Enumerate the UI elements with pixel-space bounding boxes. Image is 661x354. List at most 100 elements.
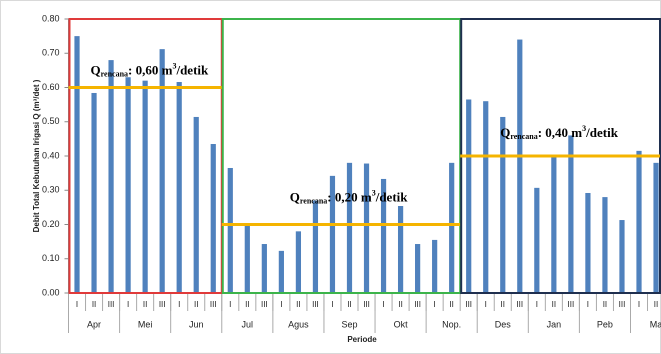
x-tick-label: III (261, 300, 268, 309)
month-label: Okt (394, 319, 409, 329)
x-tick-label: II (296, 300, 300, 309)
month-label: Jul (242, 319, 254, 329)
bar (466, 99, 472, 293)
bar (534, 187, 540, 293)
bar (312, 200, 319, 293)
period-box (68, 18, 223, 294)
bar (261, 244, 267, 293)
label-subscript: rencana (300, 196, 327, 205)
x-tick-label: I (485, 300, 487, 309)
x-tick-label: I (331, 300, 333, 309)
bar (432, 239, 438, 293)
y-tick-label: 0.60 (42, 82, 60, 92)
x-tick-label: III (414, 300, 421, 309)
x-tick-label: II (552, 300, 556, 309)
label-symbol: Q (290, 189, 300, 204)
x-tick-label: II (92, 300, 96, 309)
x-tick-label: III (516, 300, 523, 309)
month-label: Jun (189, 319, 204, 329)
bar (449, 162, 455, 293)
bar (397, 206, 404, 293)
x-tick-label: I (127, 300, 129, 309)
target-label: Qrencana: 0,60 m3/detik (91, 61, 210, 78)
x-tick-label: II (143, 300, 147, 309)
month-label: Sep (341, 319, 357, 329)
y-tick-label: 0.40 (42, 150, 60, 160)
month-label: Mei (138, 319, 153, 329)
bar (619, 220, 625, 293)
bar (551, 157, 557, 293)
x-tick-label: II (654, 300, 658, 309)
bar (329, 175, 336, 293)
label-unit: /detik (585, 125, 619, 140)
month-label: Apr (87, 319, 101, 329)
label-subscript: rencana (101, 69, 128, 78)
bar (91, 92, 97, 293)
x-tick-label: I (536, 300, 538, 309)
y-tick-label: 0.30 (42, 185, 60, 195)
bar (176, 82, 182, 294)
x-tick-label: III (568, 300, 575, 309)
y-tick-label: 0.10 (42, 253, 60, 263)
y-tick-label: 0.70 (42, 48, 60, 58)
label-text: : 0,20 m (327, 189, 372, 204)
label-symbol: Q (91, 62, 101, 77)
x-tick-label: III (312, 300, 319, 309)
label-unit: /detik (175, 62, 209, 77)
x-tick-label: III (363, 300, 370, 309)
month-label: Nop. (442, 319, 461, 329)
bar (74, 36, 80, 293)
label-unit: /detik (375, 189, 409, 204)
month-label: Ma (650, 319, 661, 329)
x-tick-label: III (108, 300, 115, 309)
bar (568, 135, 574, 293)
x-tick-label: I (280, 300, 282, 309)
month-label: Des (495, 319, 512, 329)
bar (278, 250, 284, 293)
x-tick-label: II (194, 300, 198, 309)
x-tick-label: I (434, 300, 436, 309)
bar (363, 163, 370, 293)
bar (585, 192, 591, 293)
x-tick-label: II (245, 300, 249, 309)
month-label: Peb (597, 319, 613, 329)
label-superscript: 3 (372, 188, 376, 197)
x-tick-label: III (159, 300, 166, 309)
x-tick-label: I (178, 300, 180, 309)
x-axis-label: Periode (347, 335, 377, 344)
target-label: Qrencana: 0,40 m3/detik (500, 124, 619, 141)
x-tick-label: I (229, 300, 231, 309)
bar (653, 162, 659, 293)
bar (159, 49, 165, 293)
label-subscript: rencana (510, 132, 537, 141)
month-label: Agus (288, 319, 309, 329)
y-tick-label: 0.20 (42, 219, 60, 229)
label-superscript: 3 (582, 124, 586, 133)
x-tick-label: II (603, 300, 607, 309)
x-tick-label: I (382, 300, 384, 309)
bar (244, 224, 250, 293)
x-tick-label: III (465, 300, 472, 309)
x-tick-label: I (587, 300, 589, 309)
x-tick-label: II (449, 300, 453, 309)
target-label: Qrencana: 0,20 m3/detik (290, 188, 409, 205)
x-tick-label: II (347, 300, 351, 309)
label-text: : 0,40 m (538, 125, 583, 140)
x-tick-label: I (638, 300, 640, 309)
bar (346, 162, 353, 293)
bar (142, 80, 148, 294)
bar (380, 178, 387, 293)
y-tick-label: 0.00 (42, 287, 60, 297)
y-tick-label: 0.80 (42, 13, 60, 23)
x-tick-label: I (76, 300, 78, 309)
label-text: : 0,60 m (128, 62, 173, 77)
x-tick-label: III (210, 300, 217, 309)
month-label: Jan (547, 319, 562, 329)
bar (227, 167, 233, 293)
bar (108, 60, 114, 293)
x-tick-label: III (619, 300, 626, 309)
bar (517, 39, 523, 293)
bar (295, 231, 302, 293)
bar (500, 116, 506, 293)
